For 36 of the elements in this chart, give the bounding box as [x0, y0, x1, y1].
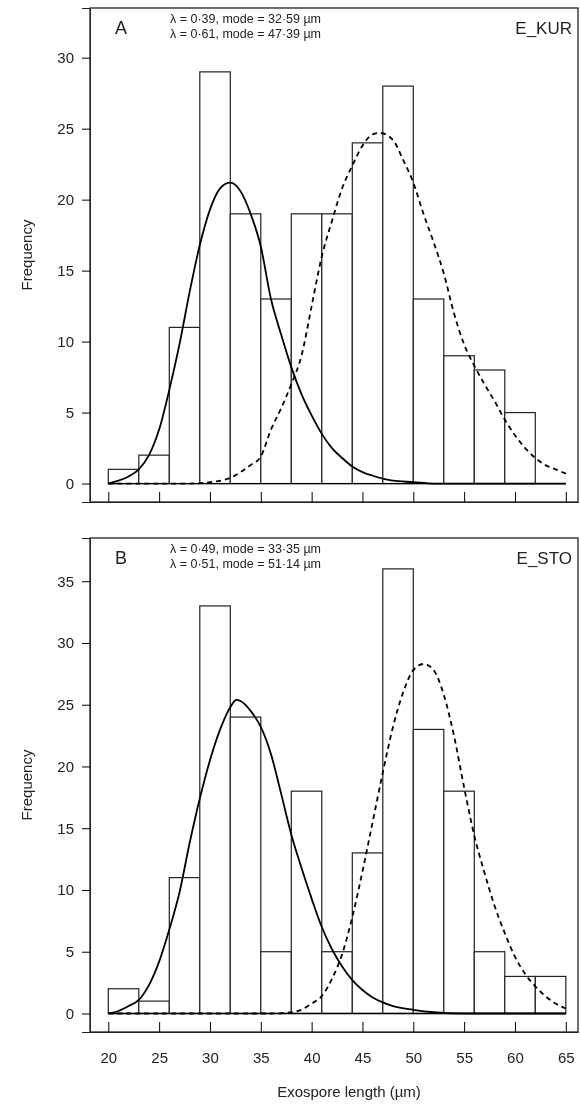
- x-tick-label: 55: [456, 1048, 473, 1066]
- y-tick-label: 25: [57, 119, 74, 137]
- x-tick-label: 35: [252, 1048, 270, 1066]
- x-tick-label: 40: [303, 1048, 321, 1066]
- y-tick-label: 35: [57, 572, 74, 590]
- x-tick-label: 65: [557, 1048, 575, 1066]
- x-axis-title: Exospore length (µm): [277, 1083, 421, 1100]
- annotation: λ = 0·61, mode = 47·39 µm: [170, 27, 322, 41]
- y-tick-label: 5: [65, 943, 74, 961]
- x-tick-label: 20: [100, 1048, 118, 1066]
- x-tick-label: 50: [405, 1048, 423, 1066]
- y-tick-label: 30: [57, 634, 74, 652]
- annotation: E_STO: [516, 549, 572, 568]
- y-tick-label: 25: [57, 696, 74, 714]
- y-axis-title: Frequency: [18, 219, 35, 291]
- y-tick-label: 30: [57, 48, 74, 66]
- annotation: λ = 0·51, mode = 51·14 µm: [170, 557, 322, 571]
- y-tick-label: 15: [57, 819, 74, 837]
- y-tick-label: 10: [57, 332, 74, 350]
- y-axis-title: Frequency: [18, 749, 35, 821]
- x-tick-label: 60: [507, 1048, 524, 1066]
- x-tick-label: 25: [151, 1048, 168, 1066]
- annotation: E_KUR: [515, 19, 572, 38]
- y-tick-label: 20: [57, 757, 74, 775]
- y-tick-label: 10: [57, 881, 74, 899]
- annotation: λ = 0·39, mode = 32·59 µm: [170, 12, 322, 26]
- y-tick-label: 0: [65, 1004, 74, 1022]
- y-tick-label: 0: [65, 474, 74, 492]
- annotation: B: [115, 548, 128, 568]
- y-tick-label: 15: [57, 261, 74, 279]
- x-tick-label: 30: [202, 1048, 219, 1066]
- annotation: λ = 0·49, mode = 33·35 µm: [170, 542, 322, 556]
- y-tick-label: 5: [65, 403, 74, 421]
- annotation: A: [115, 18, 128, 38]
- y-tick-label: 20: [57, 190, 74, 208]
- x-tick-label: 45: [354, 1048, 372, 1066]
